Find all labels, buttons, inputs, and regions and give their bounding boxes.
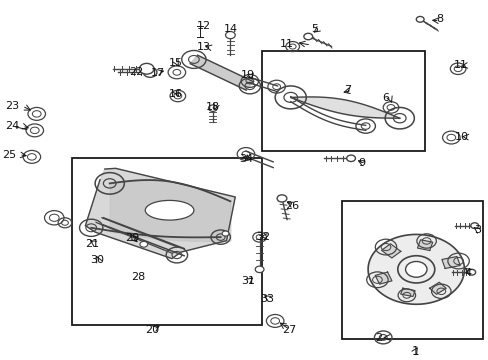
Text: 15: 15 <box>168 58 183 68</box>
Text: 32: 32 <box>256 232 270 242</box>
Circle shape <box>303 33 312 40</box>
Circle shape <box>143 67 157 77</box>
Polygon shape <box>190 55 253 90</box>
Polygon shape <box>400 288 414 297</box>
Text: 2: 2 <box>374 333 382 343</box>
Text: 5: 5 <box>311 24 318 34</box>
Text: 17: 17 <box>150 68 164 78</box>
Circle shape <box>222 231 228 236</box>
Circle shape <box>405 261 426 277</box>
Polygon shape <box>367 234 464 304</box>
Text: 30: 30 <box>90 255 104 265</box>
Circle shape <box>140 242 147 247</box>
Text: 12: 12 <box>196 21 210 31</box>
Polygon shape <box>441 257 459 269</box>
Text: 20: 20 <box>145 324 159 334</box>
Circle shape <box>346 155 355 162</box>
Text: 11: 11 <box>453 60 467 70</box>
Text: 29: 29 <box>125 233 139 243</box>
Text: 13: 13 <box>196 42 210 52</box>
Text: 22: 22 <box>129 67 143 77</box>
Text: 7: 7 <box>343 85 350 95</box>
Circle shape <box>255 266 264 273</box>
Text: 9: 9 <box>358 158 365 168</box>
Text: 4: 4 <box>463 268 470 278</box>
Polygon shape <box>85 168 235 258</box>
Polygon shape <box>428 282 445 294</box>
Text: 3: 3 <box>473 225 480 235</box>
Circle shape <box>467 269 475 275</box>
Circle shape <box>397 256 434 283</box>
Text: 31: 31 <box>241 276 254 286</box>
Ellipse shape <box>145 201 194 220</box>
Text: 6: 6 <box>382 93 389 103</box>
Text: 21: 21 <box>85 239 99 249</box>
Text: 19: 19 <box>241 70 254 80</box>
Text: 26: 26 <box>284 201 298 211</box>
Circle shape <box>277 195 286 202</box>
Circle shape <box>208 105 217 111</box>
Bar <box>72 158 262 325</box>
Bar <box>262 51 424 151</box>
Text: 18: 18 <box>205 102 220 112</box>
Circle shape <box>470 223 478 229</box>
Text: 23: 23 <box>5 101 20 111</box>
Circle shape <box>415 17 423 22</box>
Text: 16: 16 <box>168 89 183 99</box>
Polygon shape <box>417 240 432 251</box>
Polygon shape <box>374 272 391 284</box>
Text: 33: 33 <box>260 294 274 304</box>
Text: 24: 24 <box>5 121 20 131</box>
Text: 27: 27 <box>281 324 295 334</box>
Text: 10: 10 <box>454 132 468 142</box>
Text: 8: 8 <box>435 14 442 24</box>
Text: 28: 28 <box>131 271 145 282</box>
Text: 25: 25 <box>2 150 17 161</box>
Text: 14: 14 <box>223 24 237 34</box>
Circle shape <box>139 63 154 74</box>
Bar <box>342 201 483 339</box>
Text: 34: 34 <box>239 154 252 164</box>
Polygon shape <box>381 244 400 258</box>
Circle shape <box>225 32 235 39</box>
Text: 1: 1 <box>411 345 418 357</box>
Text: 11: 11 <box>279 39 293 49</box>
